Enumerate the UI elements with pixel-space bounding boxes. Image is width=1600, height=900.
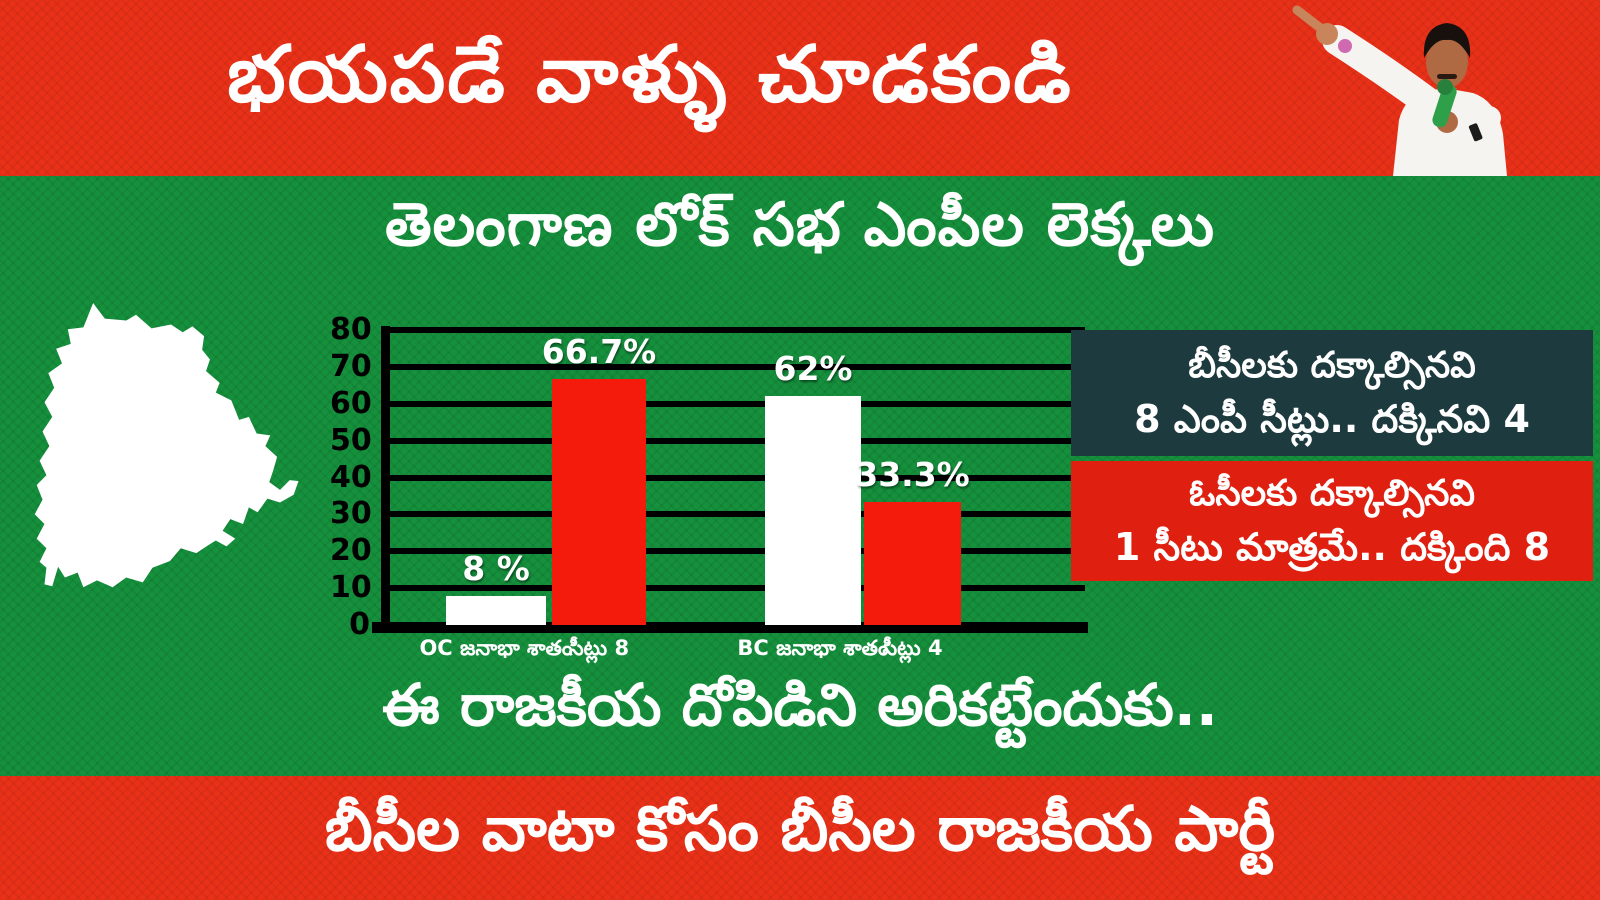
- ytick-10: 10: [330, 570, 372, 606]
- ytick-50: 50: [330, 422, 372, 458]
- info-box-bc-line1: బీసీలకు దక్కాల్సినవి: [1188, 345, 1476, 387]
- ytick-60: 60: [330, 385, 372, 421]
- ytick-40: 40: [330, 459, 372, 495]
- bar-value-label-3: 33.3%: [855, 455, 970, 495]
- bar-2: [765, 396, 861, 625]
- bar-value-label-2: 62%: [773, 349, 853, 389]
- ytick-20: 20: [330, 533, 372, 569]
- ytick-70: 70: [330, 348, 372, 384]
- bar-chart: 8 % 66.7% 62% 33.3% 0 10 20 30 40 50 60 70 80 OC జనా…: [330, 312, 1120, 696]
- ytick-30: 30: [330, 496, 372, 532]
- gridline-10: [390, 585, 1085, 592]
- bottom-banner-title: బీసీల వాటా కోసం బీసీల రాజకీయ పార్టీ: [324, 792, 1276, 865]
- telangana-map-icon: [34, 303, 299, 588]
- gridline-60: [390, 400, 1085, 407]
- main-section: తెలంగాణ లోక్ సభ ఎంపీల లెక్కలు 8 % 66.7% 62…: [0, 176, 1600, 776]
- gridline-50: [390, 437, 1085, 444]
- speaker-pointing-photo-icon: [1292, 5, 1507, 176]
- info-box-bc-line2: 8 ఎంపీ సీట్లు.. దక్కినవి 4: [1134, 396, 1530, 441]
- gridline-80: [390, 327, 1085, 333]
- gridline-40: [390, 474, 1085, 481]
- gridline-20: [390, 548, 1085, 555]
- x-category-label-2: BC జనాభా శాతం: [737, 636, 889, 660]
- bar-value-label-1: 66.7%: [541, 332, 657, 372]
- bar-3: [864, 502, 961, 625]
- x-category-label-1: సీట్లు 8: [568, 636, 630, 660]
- x-category-label-3: సీట్లు 4: [882, 636, 943, 660]
- top-banner-title: భయపడే వాళ్ళు చూడకండి: [225, 30, 1075, 120]
- section-title: తెలంగాణ లోక్ సభ ఎంపీల లెక్కలు: [384, 190, 1215, 260]
- info-box-bc: బీసీలకు దక్కాల్సినవి 8 ఎంపీ సీట్లు.. దక్…: [1071, 330, 1593, 456]
- bar-1: [552, 379, 646, 625]
- x-category-label-0: OC జనాభా శాతం: [419, 636, 573, 660]
- x-axis: [372, 622, 1088, 633]
- top-banner: భయపడే వాళ్ళు చూడకండి: [0, 0, 1600, 176]
- y-axis: [381, 326, 390, 628]
- info-box-oc-line1: ఓసీలకు దక్కాల్సినవి: [1189, 473, 1475, 515]
- bottom-banner: బీసీల వాటా కోసం బీసీల రాజకీయ పార్టీ: [0, 776, 1600, 900]
- chart-plot: 8 % 66.7% 62% 33.3%: [390, 327, 1085, 625]
- gridline-30: [390, 511, 1085, 518]
- conclusion-text: ఈ రాజకీయ దోపిడిని అరికట్టేందుకు..: [382, 671, 1218, 739]
- info-box-oc: ఓసీలకు దక్కాల్సినవి 1 సీటు మాత్రమే.. దక్…: [1071, 461, 1593, 581]
- bar-0: [446, 595, 546, 625]
- bar-value-label-0: 8 %: [462, 548, 530, 588]
- ytick-0: 0: [349, 607, 370, 642]
- gridline-70: [390, 363, 1085, 370]
- info-box-oc-line2: 1 సీటు మాత్రమే.. దక్కింది 8: [1113, 524, 1551, 569]
- ytick-80: 80: [330, 312, 372, 347]
